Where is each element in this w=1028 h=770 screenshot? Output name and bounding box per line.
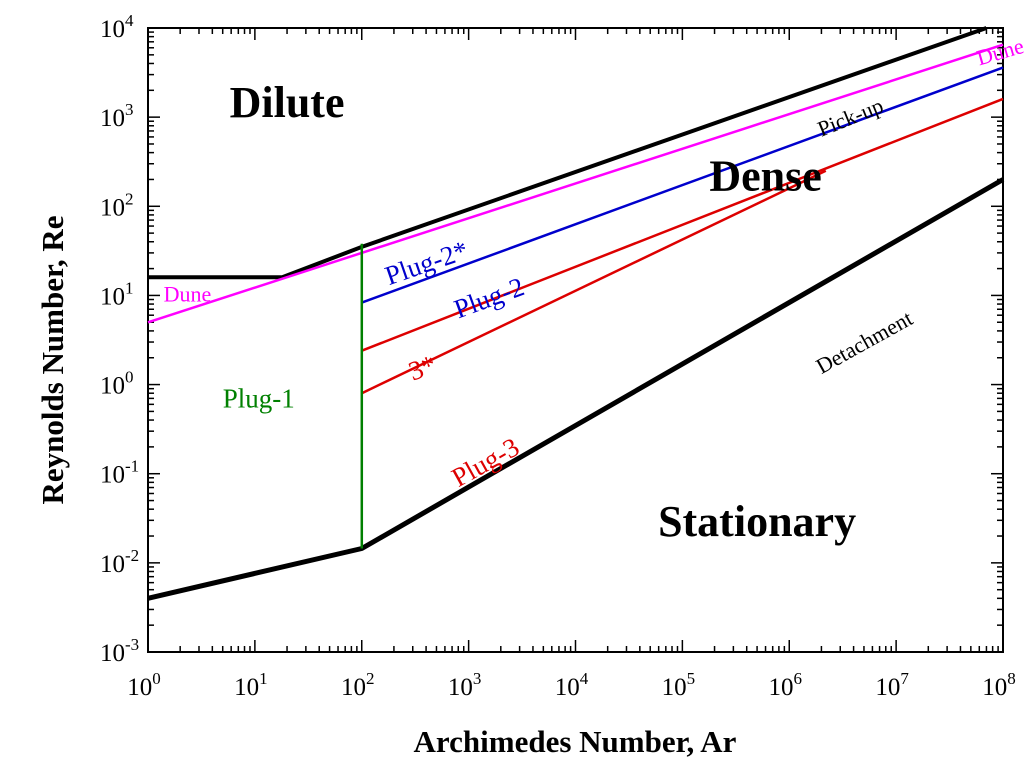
label-plug-2: Plug-2 (450, 271, 528, 324)
x-tick-label: 103 (448, 669, 482, 701)
label-plug-3: Plug-3 (447, 432, 525, 493)
y-axis-title: Reynolds Number, Re (35, 215, 70, 504)
y-tick-label: 102 (100, 189, 134, 221)
regime-boundary-lines (147, 26, 1005, 601)
region-dense: Dense (709, 152, 821, 201)
region-labels: Dilute Dense Stationary (230, 78, 856, 546)
y-tick-label: 10-1 (100, 457, 139, 489)
line-3 (361, 97, 1004, 352)
x-tick-label: 106 (769, 669, 803, 701)
y-tick-label: 103 (100, 100, 134, 132)
label-pick-up: Pick-up (814, 93, 887, 142)
x-tick-label: 104 (555, 669, 589, 701)
label-dune: Dune (974, 33, 1027, 70)
x-tick-label: 102 (341, 669, 375, 701)
axis-ticks (147, 28, 1003, 653)
line-plug-3 (361, 169, 827, 395)
label-detachment: Detachment (812, 305, 917, 378)
x-tick-label: 105 (662, 669, 696, 701)
region-dilute: Dilute (230, 78, 345, 127)
label-dune: Dune (164, 282, 212, 307)
x-tick-label: 101 (234, 669, 268, 701)
line-dune (147, 43, 1004, 324)
y-tick-label: 100 (100, 368, 134, 400)
line-pick-up (148, 26, 988, 280)
y-tick-label: 101 (100, 278, 134, 310)
region-stationary: Stationary (658, 497, 856, 546)
y-tick-label: 10-3 (100, 635, 139, 667)
label-3: 3* (405, 349, 441, 386)
y-tick-label: 104 (100, 11, 134, 43)
x-tick-label: 107 (875, 669, 909, 701)
x-axis-title: Archimedes Number, Ar (414, 724, 737, 759)
line-plug-2 (361, 66, 1004, 304)
y-tick-label: 10-2 (100, 546, 139, 578)
x-tick-label: 100 (127, 669, 161, 701)
x-tick-label: 108 (982, 669, 1016, 701)
label-plug-1: Plug-1 (223, 384, 295, 414)
axis-tick-labels: 100 101 102 103 104 105 106 107 108 10-3 10-2 10-1 1… (100, 11, 1016, 701)
